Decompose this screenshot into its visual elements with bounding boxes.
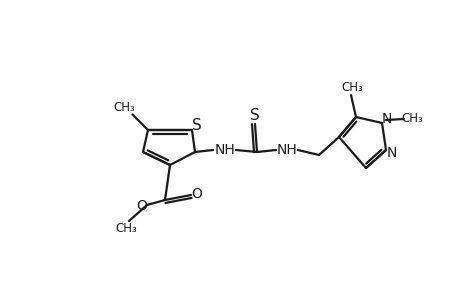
Text: O: O [191, 187, 202, 201]
Text: NH: NH [214, 143, 235, 157]
Text: N: N [386, 146, 396, 160]
Text: N: N [381, 112, 392, 126]
Text: CH₃: CH₃ [400, 112, 422, 124]
Text: CH₃: CH₃ [113, 101, 135, 114]
Text: O: O [136, 199, 147, 213]
Text: S: S [192, 118, 202, 133]
Text: NH: NH [276, 143, 297, 157]
Text: CH₃: CH₃ [115, 221, 137, 235]
Text: S: S [250, 107, 259, 122]
Text: CH₃: CH₃ [341, 80, 362, 94]
